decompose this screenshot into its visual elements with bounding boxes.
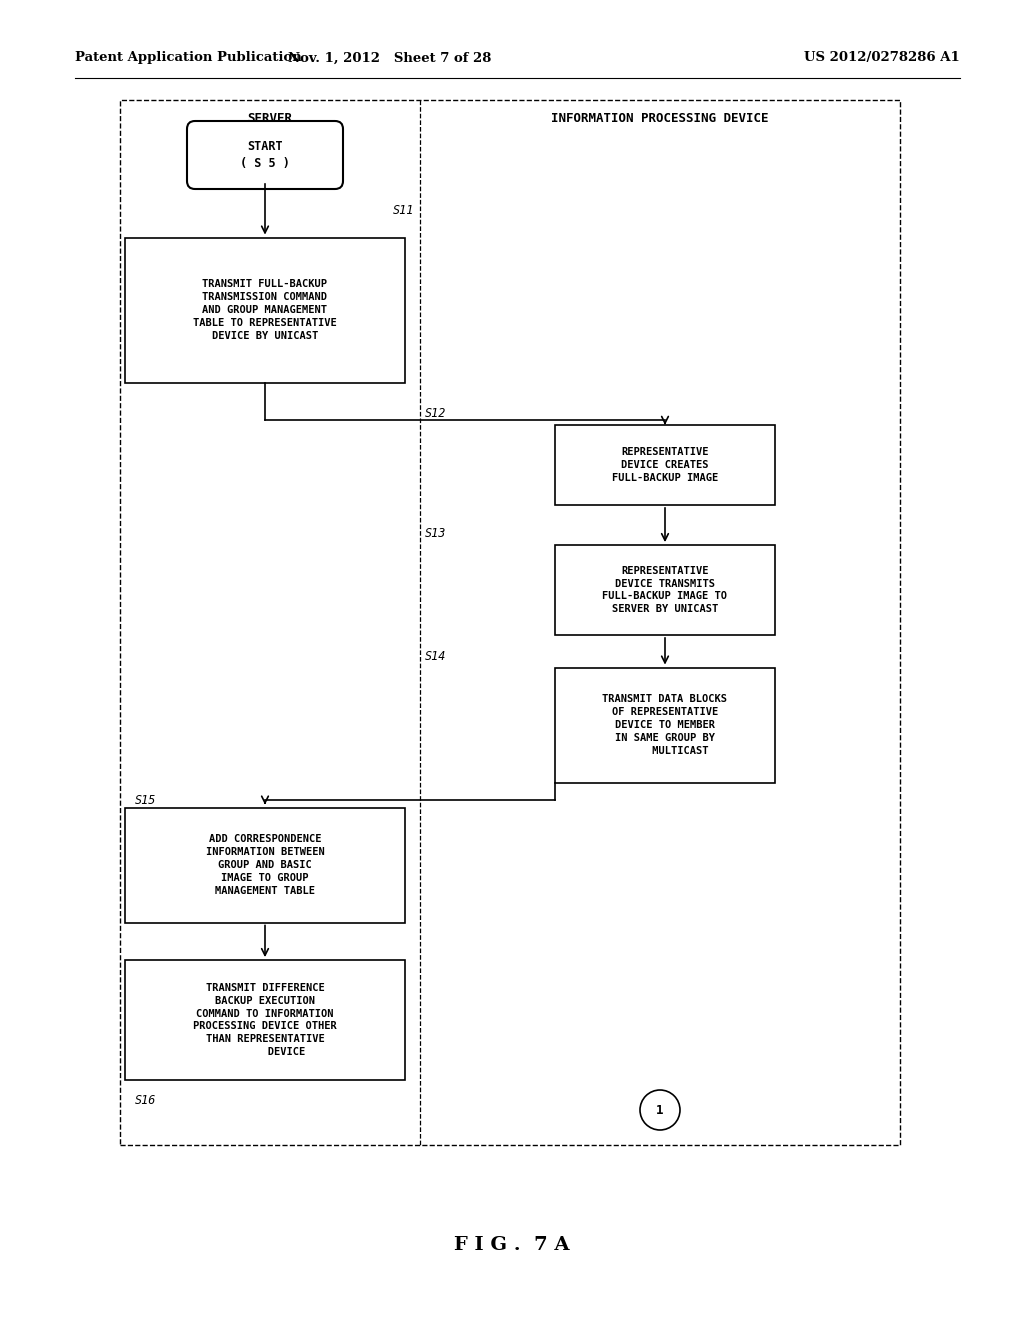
Bar [125, 238, 406, 383]
Text: Patent Application Publication: Patent Application Publication [75, 51, 302, 65]
Text: S12: S12 [425, 407, 446, 420]
FancyBboxPatch shape [187, 121, 343, 189]
Text: REPRESENTATIVE
DEVICE CREATES
FULL-BACKUP IMAGE: REPRESENTATIVE DEVICE CREATES FULL-BACKU… [612, 447, 718, 483]
Bar [120, 100, 900, 1144]
Bar [125, 960, 406, 1080]
Bar [555, 668, 775, 783]
Text: S14: S14 [425, 649, 446, 663]
Bar [125, 808, 406, 923]
Bar [555, 545, 775, 635]
Text: TRANSMIT FULL-BACKUP
TRANSMISSION COMMAND
AND GROUP MANAGEMENT
TABLE TO REPRESEN: TRANSMIT FULL-BACKUP TRANSMISSION COMMAN… [194, 280, 337, 341]
Text: S13: S13 [425, 527, 446, 540]
Text: S15: S15 [135, 793, 157, 807]
Text: S16: S16 [135, 1093, 157, 1106]
Text: 1: 1 [656, 1104, 664, 1117]
Text: TRANSMIT DATA BLOCKS
OF REPRESENTATIVE
DEVICE TO MEMBER
IN SAME GROUP BY
     MU: TRANSMIT DATA BLOCKS OF REPRESENTATIVE D… [602, 694, 727, 755]
Text: F I G .  7 A: F I G . 7 A [455, 1236, 569, 1254]
Text: US 2012/0278286 A1: US 2012/0278286 A1 [804, 51, 961, 65]
Text: REPRESENTATIVE
DEVICE TRANSMITS
FULL-BACKUP IMAGE TO
SERVER BY UNICAST: REPRESENTATIVE DEVICE TRANSMITS FULL-BAC… [602, 566, 727, 614]
Text: Nov. 1, 2012   Sheet 7 of 28: Nov. 1, 2012 Sheet 7 of 28 [289, 51, 492, 65]
Text: INFORMATION PROCESSING DEVICE: INFORMATION PROCESSING DEVICE [551, 111, 769, 124]
Text: TRANSMIT DIFFERENCE
BACKUP EXECUTION
COMMAND TO INFORMATION
PROCESSING DEVICE OT: TRANSMIT DIFFERENCE BACKUP EXECUTION COM… [194, 983, 337, 1057]
Text: ADD CORRESPONDENCE
INFORMATION BETWEEN
GROUP AND BASIC
IMAGE TO GROUP
MANAGEMENT: ADD CORRESPONDENCE INFORMATION BETWEEN G… [206, 834, 325, 895]
Text: S11: S11 [393, 203, 415, 216]
Text: SERVER: SERVER [248, 111, 293, 124]
Bar [555, 425, 775, 506]
Circle shape [640, 1090, 680, 1130]
Text: START
( S 5 ): START ( S 5 ) [240, 140, 290, 170]
